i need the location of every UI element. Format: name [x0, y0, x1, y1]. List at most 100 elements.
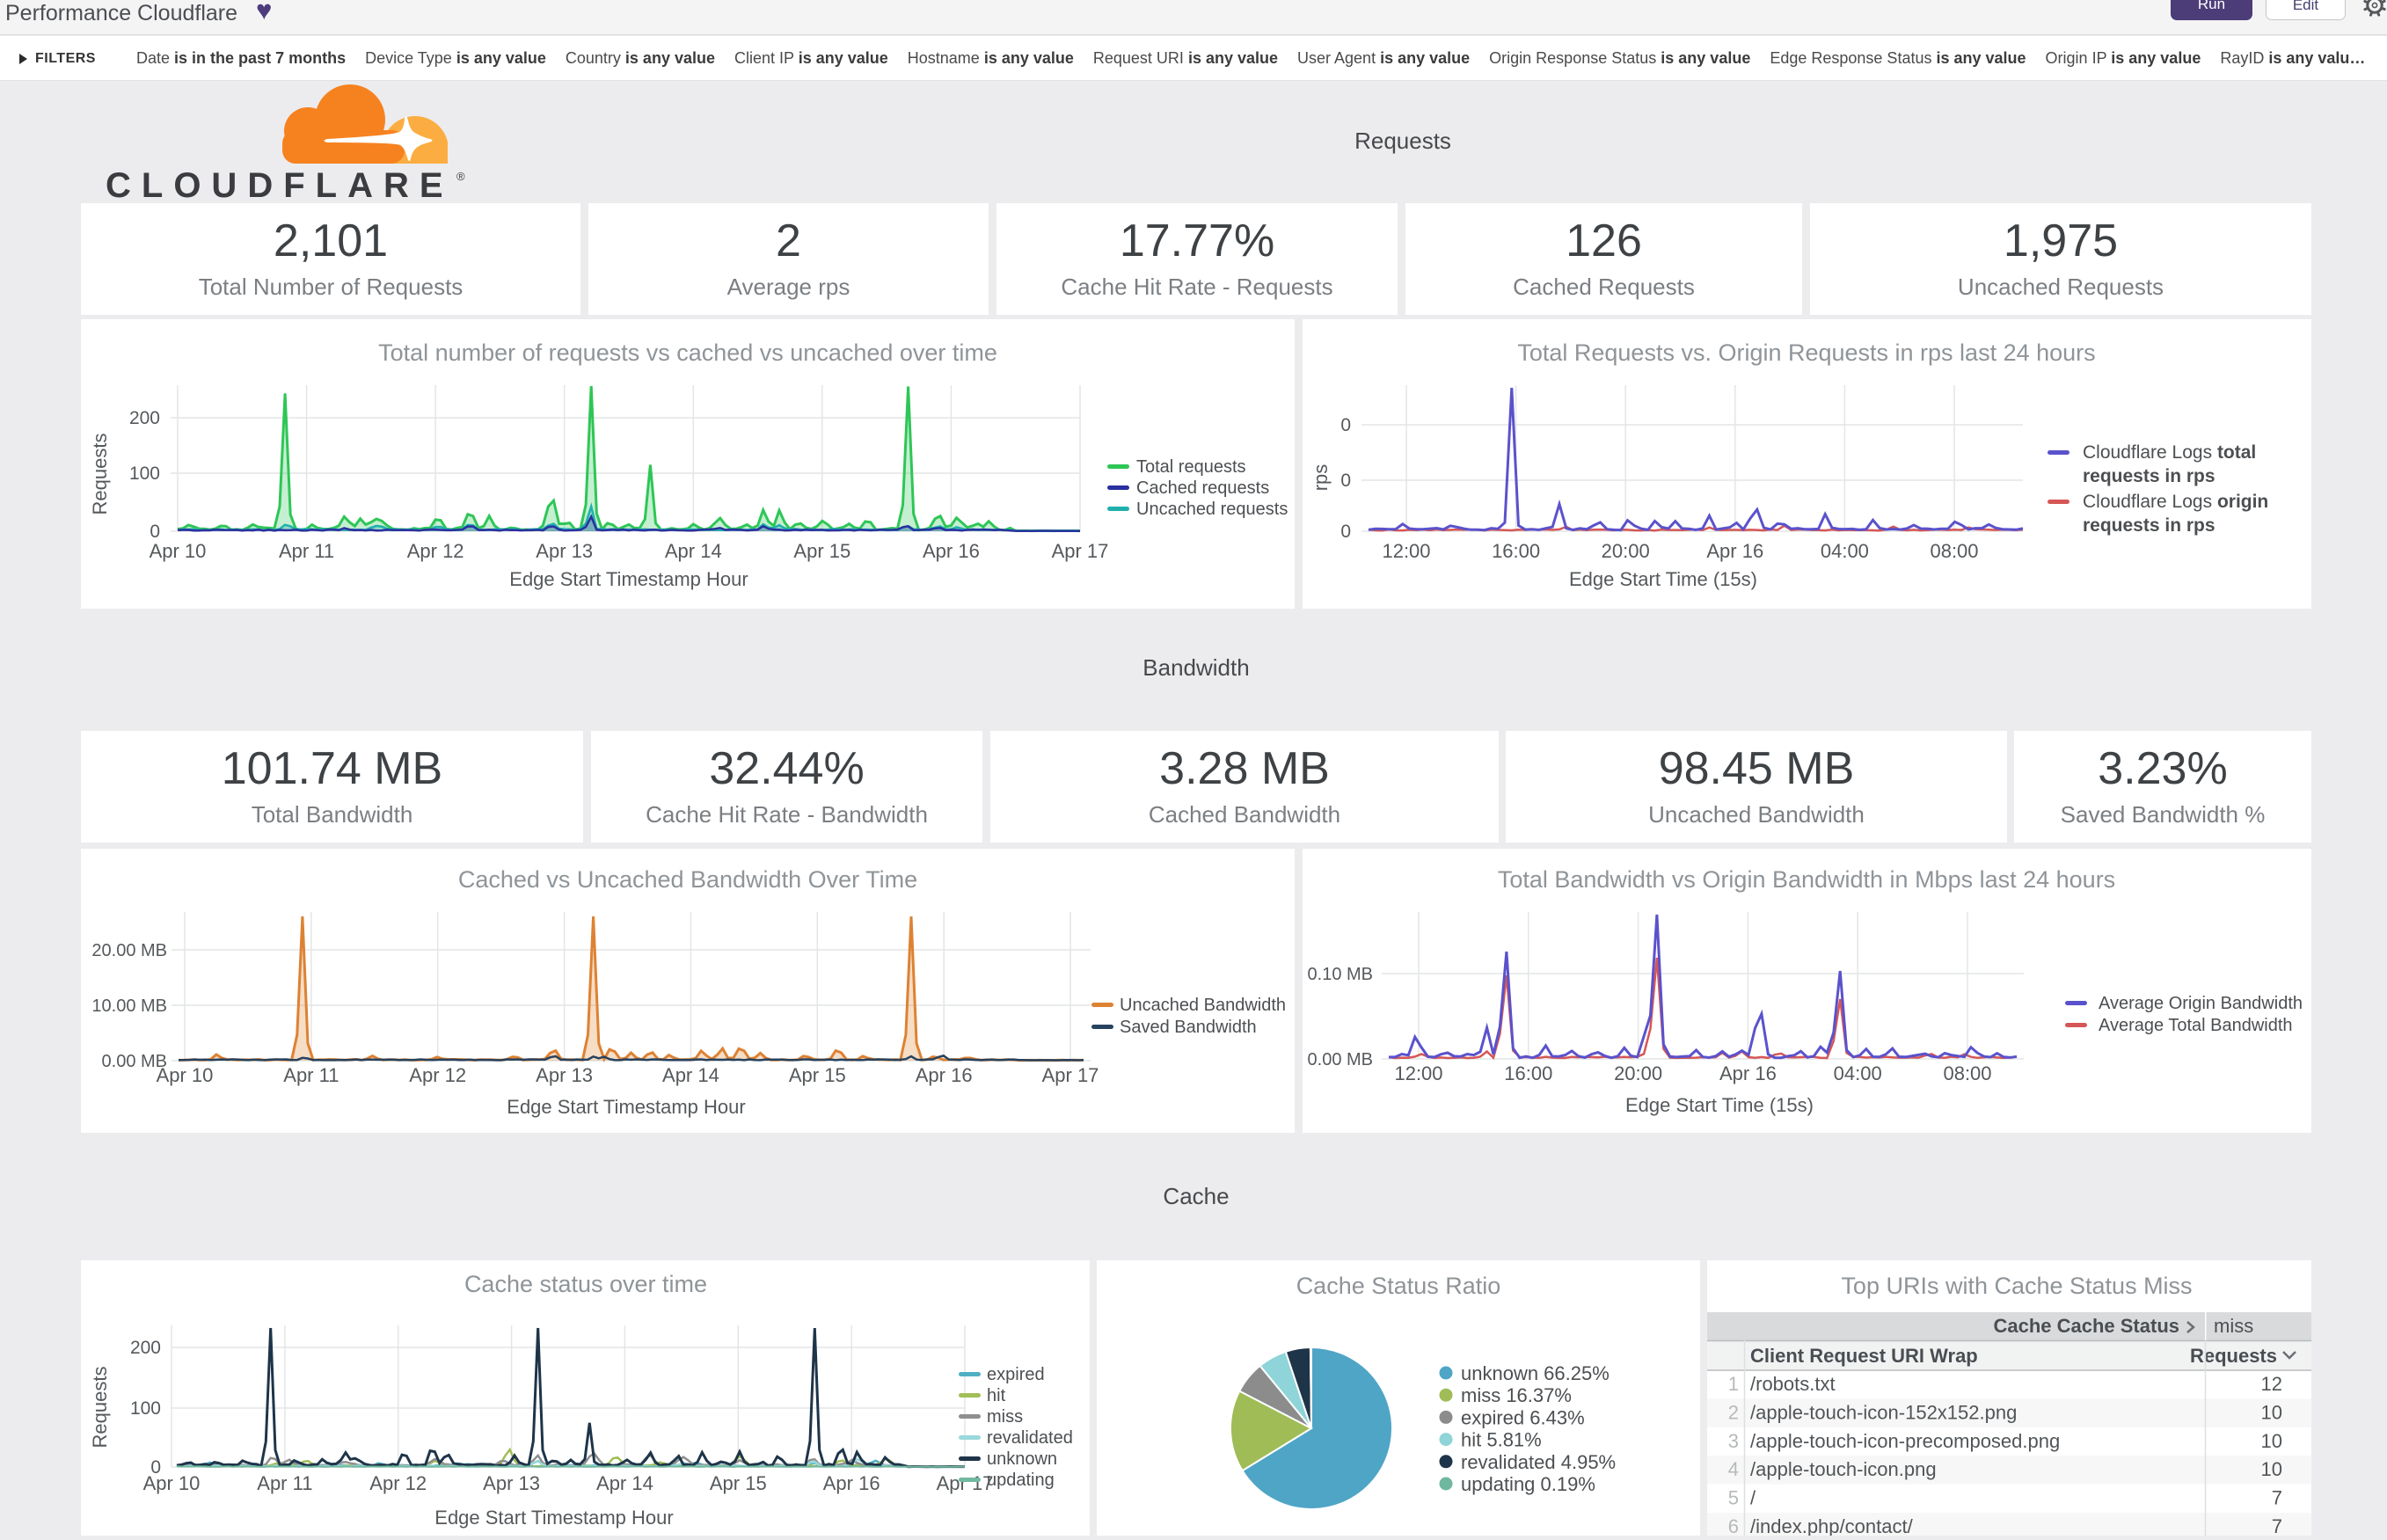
svg-text:4: 4 — [1728, 1458, 1739, 1480]
svg-text:3: 3 — [1728, 1430, 1739, 1452]
svg-text:1: 1 — [1728, 1373, 1739, 1395]
svg-text:100: 100 — [130, 1398, 161, 1419]
svg-text:5: 5 — [1728, 1487, 1739, 1509]
svg-text:Cached vs Uncached Bandwidth O: Cached vs Uncached Bandwidth Over Time — [458, 866, 917, 893]
svg-text:updating: updating — [987, 1471, 1055, 1490]
svg-text:Requests: Requests — [89, 434, 111, 515]
svg-text:10: 10 — [2261, 1458, 2282, 1480]
svg-text:0: 0 — [1340, 522, 1351, 542]
svg-text:0: 0 — [1340, 471, 1351, 491]
svg-text:Apr 13: Apr 13 — [536, 540, 593, 562]
svg-text:200: 200 — [130, 1338, 161, 1358]
svg-text:Edge Start Time (15s): Edge Start Time (15s) — [1625, 1094, 1814, 1116]
svg-text:Apr 12: Apr 12 — [369, 1472, 427, 1494]
svg-text:04:00: 04:00 — [1834, 1062, 1882, 1084]
svg-text:Saved Bandwidth: Saved Bandwidth — [1120, 1018, 1257, 1037]
svg-text:10.00 MB: 10.00 MB — [91, 996, 167, 1016]
svg-text:Apr 10: Apr 10 — [157, 1064, 214, 1086]
svg-text:expired 6.43%: expired 6.43% — [1461, 1406, 1585, 1428]
svg-text:Edge Start Time (15s): Edge Start Time (15s) — [1569, 568, 1757, 590]
svg-text:Cloudflare Logs origin: Cloudflare Logs origin — [2083, 492, 2268, 512]
svg-text:Apr 14: Apr 14 — [662, 1064, 719, 1086]
svg-text:unknown: unknown — [987, 1449, 1057, 1469]
svg-text:/apple-touch-icon.png: /apple-touch-icon.png — [1750, 1458, 1937, 1480]
svg-text:Cloudflare Logs total: Cloudflare Logs total — [2083, 442, 2256, 463]
svg-text:0: 0 — [150, 522, 160, 542]
svg-text:Apr 17: Apr 17 — [937, 1472, 994, 1494]
svg-text:updating 0.19%: updating 0.19% — [1461, 1473, 1595, 1495]
svg-text:/: / — [1750, 1487, 1756, 1509]
svg-text:expired: expired — [987, 1365, 1045, 1384]
svg-text:unknown 66.25%: unknown 66.25% — [1461, 1362, 1610, 1384]
svg-text:08:00: 08:00 — [1930, 540, 1978, 562]
svg-text:Uncached requests: Uncached requests — [1136, 500, 1288, 519]
svg-text:Apr 15: Apr 15 — [789, 1064, 846, 1086]
svg-text:Apr 16: Apr 16 — [1719, 1062, 1777, 1084]
svg-text:20:00: 20:00 — [1602, 540, 1650, 562]
svg-text:miss: miss — [987, 1407, 1023, 1427]
svg-text:Apr 17: Apr 17 — [1052, 540, 1109, 562]
svg-text:Apr 13: Apr 13 — [483, 1472, 540, 1494]
svg-text:Average Total Bandwidth: Average Total Bandwidth — [2099, 1016, 2293, 1035]
svg-text:Apr 16: Apr 16 — [923, 540, 980, 562]
svg-text:16:00: 16:00 — [1504, 1062, 1552, 1084]
svg-text:Apr 16: Apr 16 — [1706, 540, 1763, 562]
svg-text:7: 7 — [2272, 1487, 2282, 1509]
svg-text:12:00: 12:00 — [1382, 540, 1430, 562]
svg-text:Requests: Requests — [2190, 1345, 2277, 1367]
svg-text:Apr 15: Apr 15 — [710, 1472, 767, 1494]
svg-text:Top URIs with Cache Status Mis: Top URIs with Cache Status Miss — [1841, 1273, 2192, 1299]
svg-text:Apr 16: Apr 16 — [823, 1472, 880, 1494]
svg-text:16:00: 16:00 — [1492, 540, 1540, 562]
svg-text:2: 2 — [1728, 1401, 1739, 1423]
svg-text:Requests: Requests — [89, 1367, 111, 1449]
svg-text:Total requests: Total requests — [1136, 457, 1246, 477]
svg-text:Uncached Bandwidth: Uncached Bandwidth — [1120, 996, 1286, 1015]
svg-text:Apr 11: Apr 11 — [279, 540, 334, 562]
svg-text:0.00 MB: 0.00 MB — [1308, 1050, 1373, 1069]
svg-text:/robots.txt: /robots.txt — [1750, 1373, 1836, 1395]
svg-text:Edge Start Timestamp Hour: Edge Start Timestamp Hour — [509, 568, 748, 590]
svg-text:®: ® — [456, 170, 465, 183]
svg-text:0: 0 — [1340, 415, 1351, 435]
svg-text:0: 0 — [150, 1457, 161, 1478]
svg-text:10: 10 — [2261, 1401, 2282, 1423]
svg-text:miss: miss — [2214, 1315, 2253, 1337]
svg-text:200: 200 — [129, 408, 160, 428]
svg-text:10: 10 — [2261, 1430, 2282, 1452]
svg-text:20:00: 20:00 — [1614, 1062, 1662, 1084]
svg-text:/apple-touch-icon-precomposed.: /apple-touch-icon-precomposed.png — [1750, 1430, 2060, 1452]
svg-text:08:00: 08:00 — [1943, 1062, 1991, 1084]
svg-text:CLOUDFLARE: CLOUDFLARE — [106, 166, 454, 201]
svg-text:0.10 MB: 0.10 MB — [1308, 965, 1373, 984]
svg-text:Apr 13: Apr 13 — [536, 1064, 593, 1086]
svg-text:requests in rps: requests in rps — [2083, 515, 2215, 536]
svg-text:revalidated 4.95%: revalidated 4.95% — [1461, 1451, 1616, 1473]
svg-text:Total Requests vs. Origin Requ: Total Requests vs. Origin Requests in rp… — [1517, 339, 2095, 366]
svg-text:Cache Status Ratio: Cache Status Ratio — [1296, 1273, 1501, 1299]
svg-text:Cache status over time: Cache status over time — [464, 1271, 707, 1297]
svg-text:Average Origin Bandwidth: Average Origin Bandwidth — [2099, 994, 2303, 1013]
svg-text:/apple-touch-icon-152x152.png: /apple-touch-icon-152x152.png — [1750, 1401, 2017, 1423]
svg-text:04:00: 04:00 — [1821, 540, 1869, 562]
svg-text:0.00 MB: 0.00 MB — [102, 1052, 167, 1071]
svg-text:miss 16.37%: miss 16.37% — [1461, 1384, 1572, 1406]
svg-text:hit: hit — [987, 1386, 1006, 1405]
svg-text:Cached requests: Cached requests — [1136, 478, 1269, 498]
svg-text:Apr 11: Apr 11 — [257, 1472, 312, 1494]
svg-text:Total number of requests vs ca: Total number of requests vs cached vs un… — [378, 339, 997, 366]
svg-text:requests in rps: requests in rps — [2083, 466, 2215, 486]
svg-text:Apr 15: Apr 15 — [793, 540, 850, 562]
svg-text:Apr 17: Apr 17 — [1042, 1064, 1099, 1086]
svg-text:Cache Cache Status: Cache Cache Status — [1993, 1315, 2179, 1337]
svg-text:7: 7 — [2272, 1515, 2282, 1536]
svg-text:12:00: 12:00 — [1394, 1062, 1442, 1084]
svg-text:Apr 14: Apr 14 — [665, 540, 722, 562]
svg-text:Apr 16: Apr 16 — [916, 1064, 973, 1086]
svg-text:revalidated: revalidated — [987, 1428, 1073, 1448]
svg-text:20.00 MB: 20.00 MB — [91, 941, 167, 960]
svg-text:6: 6 — [1728, 1515, 1739, 1536]
svg-text:Apr 12: Apr 12 — [409, 1064, 466, 1086]
svg-text:/index.php/contact/: /index.php/contact/ — [1750, 1515, 1914, 1536]
svg-text:Total Bandwidth vs Origin Band: Total Bandwidth vs Origin Bandwidth in M… — [1498, 866, 2115, 893]
